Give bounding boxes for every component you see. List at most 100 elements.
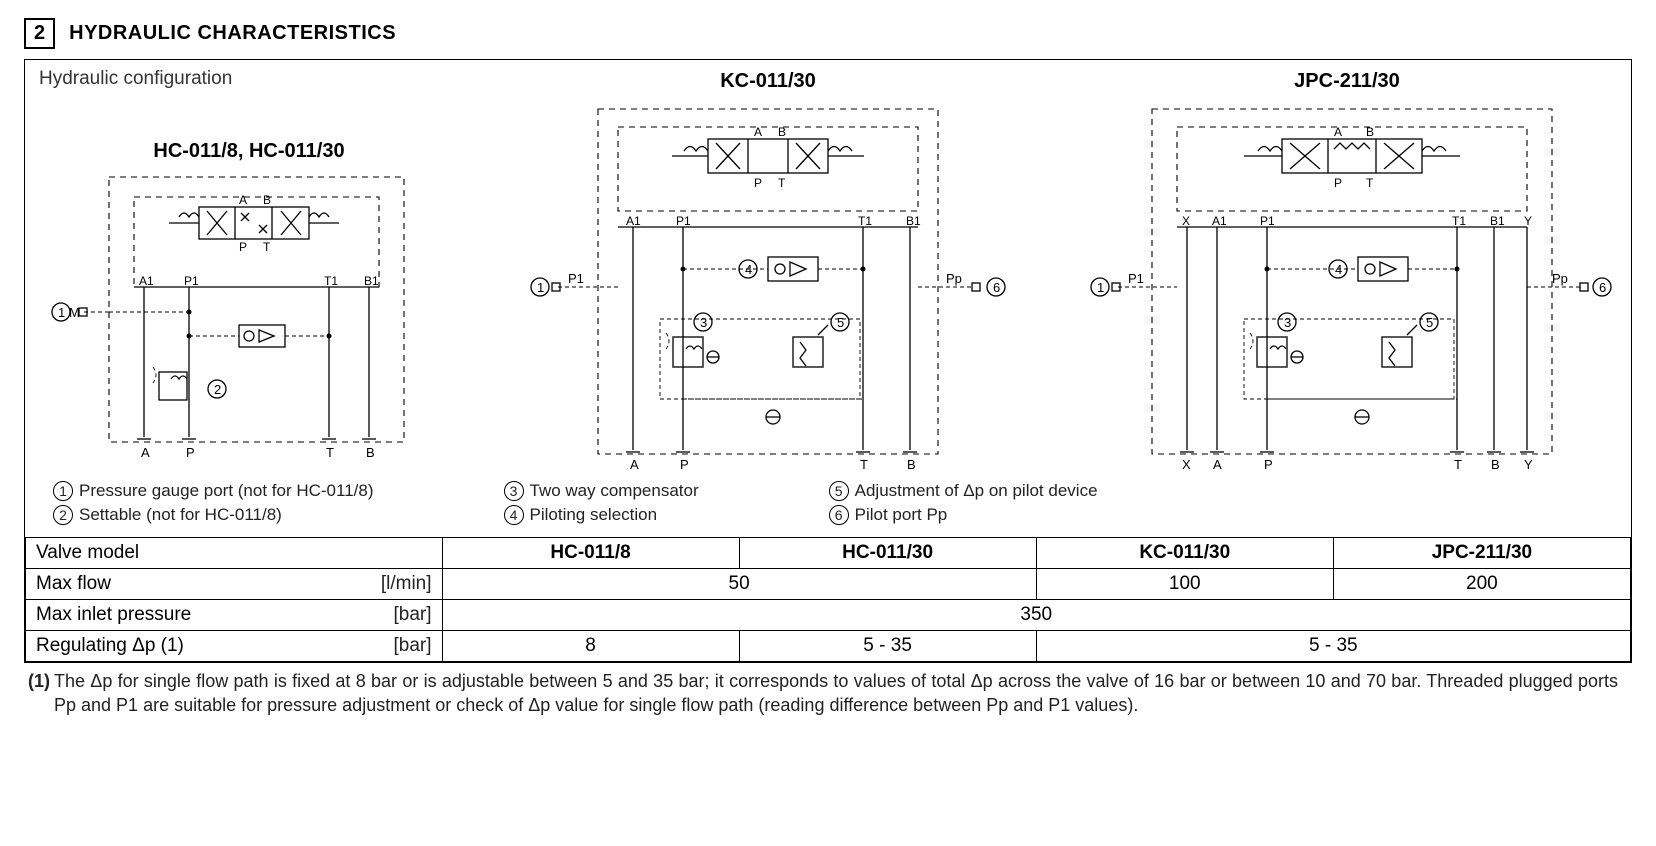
legend-num-5: 5 bbox=[829, 481, 849, 501]
svg-text:P: P bbox=[186, 445, 195, 460]
cell-regdp-1: 8 bbox=[442, 631, 739, 662]
schematic-kc: A B P T A1 P1 T1 B1 bbox=[518, 97, 1018, 477]
svg-text:Pp: Pp bbox=[946, 271, 962, 286]
svg-text:X: X bbox=[1182, 214, 1190, 228]
maxinlet-unit: [bar] bbox=[394, 604, 432, 626]
svg-text:A1: A1 bbox=[1212, 214, 1227, 228]
cell-maxinlet-all: 350 bbox=[442, 600, 1630, 631]
svg-text:B: B bbox=[1366, 125, 1374, 139]
cell-col-3: KC-011/30 bbox=[1036, 538, 1333, 569]
legend-item-6: 6 Pilot port Pp bbox=[829, 505, 1098, 525]
svg-text:T1: T1 bbox=[324, 274, 338, 288]
svg-text:P: P bbox=[1334, 176, 1342, 190]
section-number: 2 bbox=[24, 18, 55, 49]
svg-text:3: 3 bbox=[1284, 315, 1291, 330]
legend-text-4: Piloting selection bbox=[530, 505, 658, 525]
svg-text:P1: P1 bbox=[1128, 271, 1144, 286]
svg-text:4: 4 bbox=[745, 262, 752, 277]
svg-text:T: T bbox=[778, 176, 786, 190]
svg-text:A1: A1 bbox=[626, 214, 641, 228]
spec-table: Valve model HC-011/8 HC-011/30 KC-011/30… bbox=[25, 537, 1631, 662]
svg-text:T: T bbox=[1366, 176, 1374, 190]
legend-text-5: Adjustment of Δp on pilot device bbox=[855, 481, 1098, 501]
diagram-hc: HC-011/8, HC-011/30 bbox=[39, 140, 459, 467]
svg-text:T1: T1 bbox=[1452, 214, 1466, 228]
section-header: 2 HYDRAULIC CHARACTERISTICS bbox=[24, 18, 1632, 49]
section-title: HYDRAULIC CHARACTERISTICS bbox=[69, 22, 396, 45]
legend-num-1: 1 bbox=[53, 481, 73, 501]
diagram-kc: KC-011/30 bbox=[513, 70, 1023, 477]
table-row-header: Valve model HC-011/8 HC-011/30 KC-011/30… bbox=[26, 538, 1631, 569]
svg-text:A: A bbox=[1334, 125, 1342, 139]
legend-text-2: Settable (not for HC-011/8) bbox=[79, 505, 282, 525]
svg-text:6: 6 bbox=[1599, 280, 1606, 295]
svg-text:B1: B1 bbox=[1490, 214, 1505, 228]
legend-num-3: 3 bbox=[504, 481, 524, 501]
svg-text:P: P bbox=[1264, 457, 1273, 472]
table-row-maxflow: Max flow [l/min] 50 100 200 bbox=[26, 569, 1631, 600]
cell-maxflow-12: 50 bbox=[442, 569, 1036, 600]
footnote: (1) The Δp for single flow path is fixed… bbox=[24, 663, 1632, 718]
svg-text:6: 6 bbox=[993, 280, 1000, 295]
svg-text:T1: T1 bbox=[858, 214, 872, 228]
legend-item-4: 4 Piloting selection bbox=[504, 505, 699, 525]
svg-text:5: 5 bbox=[837, 315, 844, 330]
svg-text:P: P bbox=[754, 176, 762, 190]
diagrams-row: HC-011/8, HC-011/30 bbox=[39, 70, 1617, 477]
svg-text:5: 5 bbox=[1426, 315, 1433, 330]
regdp-unit: [bar] bbox=[394, 635, 432, 657]
legend-item-5: 5 Adjustment of Δp on pilot device bbox=[829, 481, 1098, 501]
maxflow-unit: [l/min] bbox=[381, 573, 432, 595]
diagram-hc-title: HC-011/8, HC-011/30 bbox=[39, 140, 459, 163]
svg-text:P1: P1 bbox=[1260, 214, 1275, 228]
svg-text:4: 4 bbox=[1335, 262, 1342, 277]
legend: 1 Pressure gauge port (not for HC-011/8)… bbox=[39, 477, 1617, 533]
legend-item-3: 3 Two way compensator bbox=[504, 481, 699, 501]
legend-num-6: 6 bbox=[829, 505, 849, 525]
svg-text:P: P bbox=[239, 240, 247, 254]
footnote-num: (1) bbox=[28, 669, 50, 693]
schematic-jpc: A B P T X A1 P1 T1 B1 Y bbox=[1082, 97, 1612, 477]
cell-model-label: Valve model bbox=[26, 538, 443, 569]
svg-text:T: T bbox=[860, 457, 868, 472]
table-row-regdp: Regulating Δp (1) [bar] 8 5 - 35 5 - 35 bbox=[26, 631, 1631, 662]
svg-text:X: X bbox=[1182, 457, 1191, 472]
footnote-text: The Δp for single flow path is fixed at … bbox=[54, 671, 1618, 715]
svg-text:T: T bbox=[263, 240, 271, 254]
svg-text:P1: P1 bbox=[568, 271, 584, 286]
svg-text:A: A bbox=[630, 457, 639, 472]
svg-text:B: B bbox=[263, 193, 271, 207]
svg-text:B: B bbox=[778, 125, 786, 139]
diagram-jpc-title: JPC-211/30 bbox=[1077, 70, 1617, 93]
table-row-maxinlet: Max inlet pressure [bar] 350 bbox=[26, 600, 1631, 631]
diagram-kc-title: KC-011/30 bbox=[513, 70, 1023, 93]
svg-text:P1: P1 bbox=[676, 214, 691, 228]
svg-text:T: T bbox=[326, 445, 334, 460]
cell-col-1: HC-011/8 bbox=[442, 538, 739, 569]
svg-text:3: 3 bbox=[700, 315, 707, 330]
legend-item-2: 2 Settable (not for HC-011/8) bbox=[53, 505, 374, 525]
svg-text:Y: Y bbox=[1524, 214, 1532, 228]
cell-regdp-2: 5 - 35 bbox=[739, 631, 1036, 662]
svg-text:B1: B1 bbox=[364, 274, 379, 288]
svg-text:B1: B1 bbox=[906, 214, 921, 228]
regdp-text: Regulating Δp (1) bbox=[36, 635, 184, 657]
svg-text:Y: Y bbox=[1524, 457, 1533, 472]
diagram-jpc: JPC-211/30 bbox=[1077, 70, 1617, 477]
legend-item-1: 1 Pressure gauge port (not for HC-011/8) bbox=[53, 481, 374, 501]
maxinlet-text: Max inlet pressure bbox=[36, 604, 191, 626]
svg-text:A: A bbox=[141, 445, 150, 460]
legend-num-2: 2 bbox=[53, 505, 73, 525]
svg-text:A1: A1 bbox=[139, 274, 154, 288]
svg-text:B: B bbox=[366, 445, 375, 460]
svg-text:A: A bbox=[239, 193, 247, 207]
svg-text:P1: P1 bbox=[184, 274, 199, 288]
svg-text:B: B bbox=[907, 457, 916, 472]
svg-text:A: A bbox=[1213, 457, 1222, 472]
legend-text-1: Pressure gauge port (not for HC-011/8) bbox=[79, 481, 374, 501]
legend-num-4: 4 bbox=[504, 505, 524, 525]
cell-maxflow-label: Max flow [l/min] bbox=[26, 569, 443, 600]
cell-regdp-34: 5 - 35 bbox=[1036, 631, 1630, 662]
schematic-hc: A B P T A1 P1 T1 B1 bbox=[49, 167, 449, 467]
svg-text:B: B bbox=[1491, 457, 1500, 472]
